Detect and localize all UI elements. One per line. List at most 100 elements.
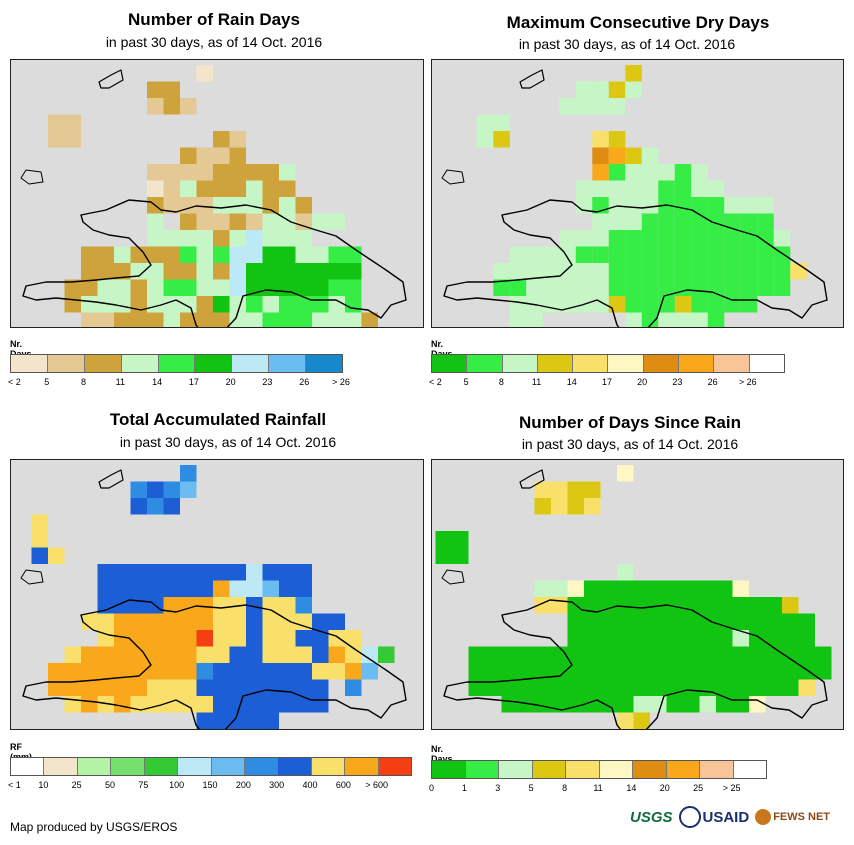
raster-cell xyxy=(97,597,114,614)
raster-cell xyxy=(575,263,593,280)
raster-cell xyxy=(147,580,164,597)
raster-cell xyxy=(559,296,576,313)
raster-cell xyxy=(625,213,642,230)
raster-cell xyxy=(691,164,708,181)
legend-tick-label: 1 xyxy=(461,783,467,793)
raster-cell xyxy=(699,630,716,647)
raster-cell xyxy=(633,679,650,696)
raster-cell xyxy=(559,98,576,115)
raster-cell xyxy=(180,213,197,230)
map-svg xyxy=(20,465,407,729)
legend-swatch xyxy=(499,761,533,778)
raster-cell xyxy=(262,712,279,729)
raster-cell xyxy=(534,663,551,680)
coastline xyxy=(98,469,124,489)
raster-cell xyxy=(617,597,634,614)
raster-cell xyxy=(147,630,164,647)
map-rain-days[interactable] xyxy=(10,59,424,328)
raster-cell xyxy=(262,312,279,327)
raster-cell xyxy=(559,279,576,296)
raster-cell xyxy=(551,498,568,515)
raster-cell xyxy=(567,498,584,515)
raster-cell xyxy=(147,564,164,581)
raster-cell xyxy=(798,646,815,663)
raster-cell xyxy=(246,246,263,263)
raster-cell xyxy=(262,613,279,630)
raster-cell xyxy=(312,663,329,680)
raster-cell xyxy=(312,213,329,230)
raster-cell xyxy=(279,597,296,614)
raster-cell xyxy=(683,663,700,680)
raster-cell xyxy=(295,679,312,696)
panel-title: Number of Rain Days xyxy=(128,10,300,29)
raster-cell xyxy=(699,597,716,614)
raster-cell xyxy=(229,279,246,296)
raster-cell xyxy=(732,646,749,663)
credit-text: Map produced by USGS/EROS xyxy=(10,820,178,834)
raster-cell xyxy=(666,580,683,597)
map-dry-days[interactable] xyxy=(431,59,844,328)
raster-cell xyxy=(625,312,642,327)
raster-cell xyxy=(600,679,617,696)
legend-tick-label: 23 xyxy=(672,377,683,387)
raster-cell xyxy=(592,263,609,280)
raster-cell xyxy=(542,263,560,280)
raster-cell xyxy=(765,663,782,680)
raster-cell xyxy=(114,696,131,713)
raster-cell xyxy=(213,646,230,663)
raster-cell xyxy=(97,564,114,581)
legend-swatch xyxy=(278,758,312,775)
raster-cell xyxy=(551,481,568,498)
map-days-since-rain[interactable] xyxy=(431,459,844,730)
raster-cell xyxy=(213,131,230,148)
raster-cell xyxy=(262,230,279,247)
legend-tick-label: 17 xyxy=(601,377,612,387)
raster-cell xyxy=(229,263,246,280)
raster-cell xyxy=(130,663,147,680)
raster-cell xyxy=(749,663,766,680)
raster-cell xyxy=(97,663,114,680)
raster-cell xyxy=(625,263,642,280)
coastline xyxy=(519,469,545,489)
raster-cell xyxy=(773,263,791,280)
raster-cell xyxy=(279,197,296,214)
usgs-logo-text: USGS xyxy=(630,808,673,826)
raster-cell xyxy=(147,164,164,181)
raster-cell xyxy=(749,679,766,696)
raster-cell xyxy=(295,646,312,663)
raster-cell xyxy=(551,597,568,614)
raster-cell xyxy=(246,312,263,327)
legend-swatch xyxy=(633,761,667,778)
raster-cell xyxy=(163,279,180,296)
logo-strip: USGS USAID FEWS NET xyxy=(630,806,830,828)
raster-cell xyxy=(641,246,659,263)
raster-cell xyxy=(64,679,81,696)
raster-cell xyxy=(592,213,609,230)
raster-cell xyxy=(97,646,114,663)
legend-swatch xyxy=(311,758,346,775)
raster-cell xyxy=(815,646,832,663)
raster-cell xyxy=(782,663,799,680)
raster-cell xyxy=(262,197,279,214)
raster-cell xyxy=(625,180,642,197)
raster-cell xyxy=(732,613,749,630)
raster-cell xyxy=(262,213,279,230)
raster-cell xyxy=(592,131,609,148)
raster-cell xyxy=(180,164,197,181)
raster-cell xyxy=(279,663,296,680)
raster-cell xyxy=(147,613,164,630)
raster-cell xyxy=(633,696,650,713)
raster-cell xyxy=(592,164,609,181)
raster-cell xyxy=(683,646,700,663)
coastline xyxy=(441,169,465,185)
raster-cell xyxy=(229,230,246,247)
raster-cell xyxy=(518,646,535,663)
map-total-rainfall[interactable] xyxy=(10,459,424,730)
raster-cell xyxy=(740,279,758,296)
raster-cell xyxy=(180,580,197,597)
raster-cell xyxy=(213,279,230,296)
raster-cell xyxy=(114,646,131,663)
raster-cell xyxy=(229,564,246,581)
raster-cell xyxy=(345,246,362,263)
legend-tick-label: 14 xyxy=(566,377,577,387)
